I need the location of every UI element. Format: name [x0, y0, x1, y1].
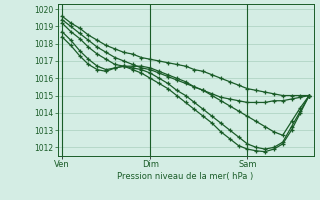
X-axis label: Pression niveau de la mer( hPa ): Pression niveau de la mer( hPa ) [117, 172, 254, 181]
